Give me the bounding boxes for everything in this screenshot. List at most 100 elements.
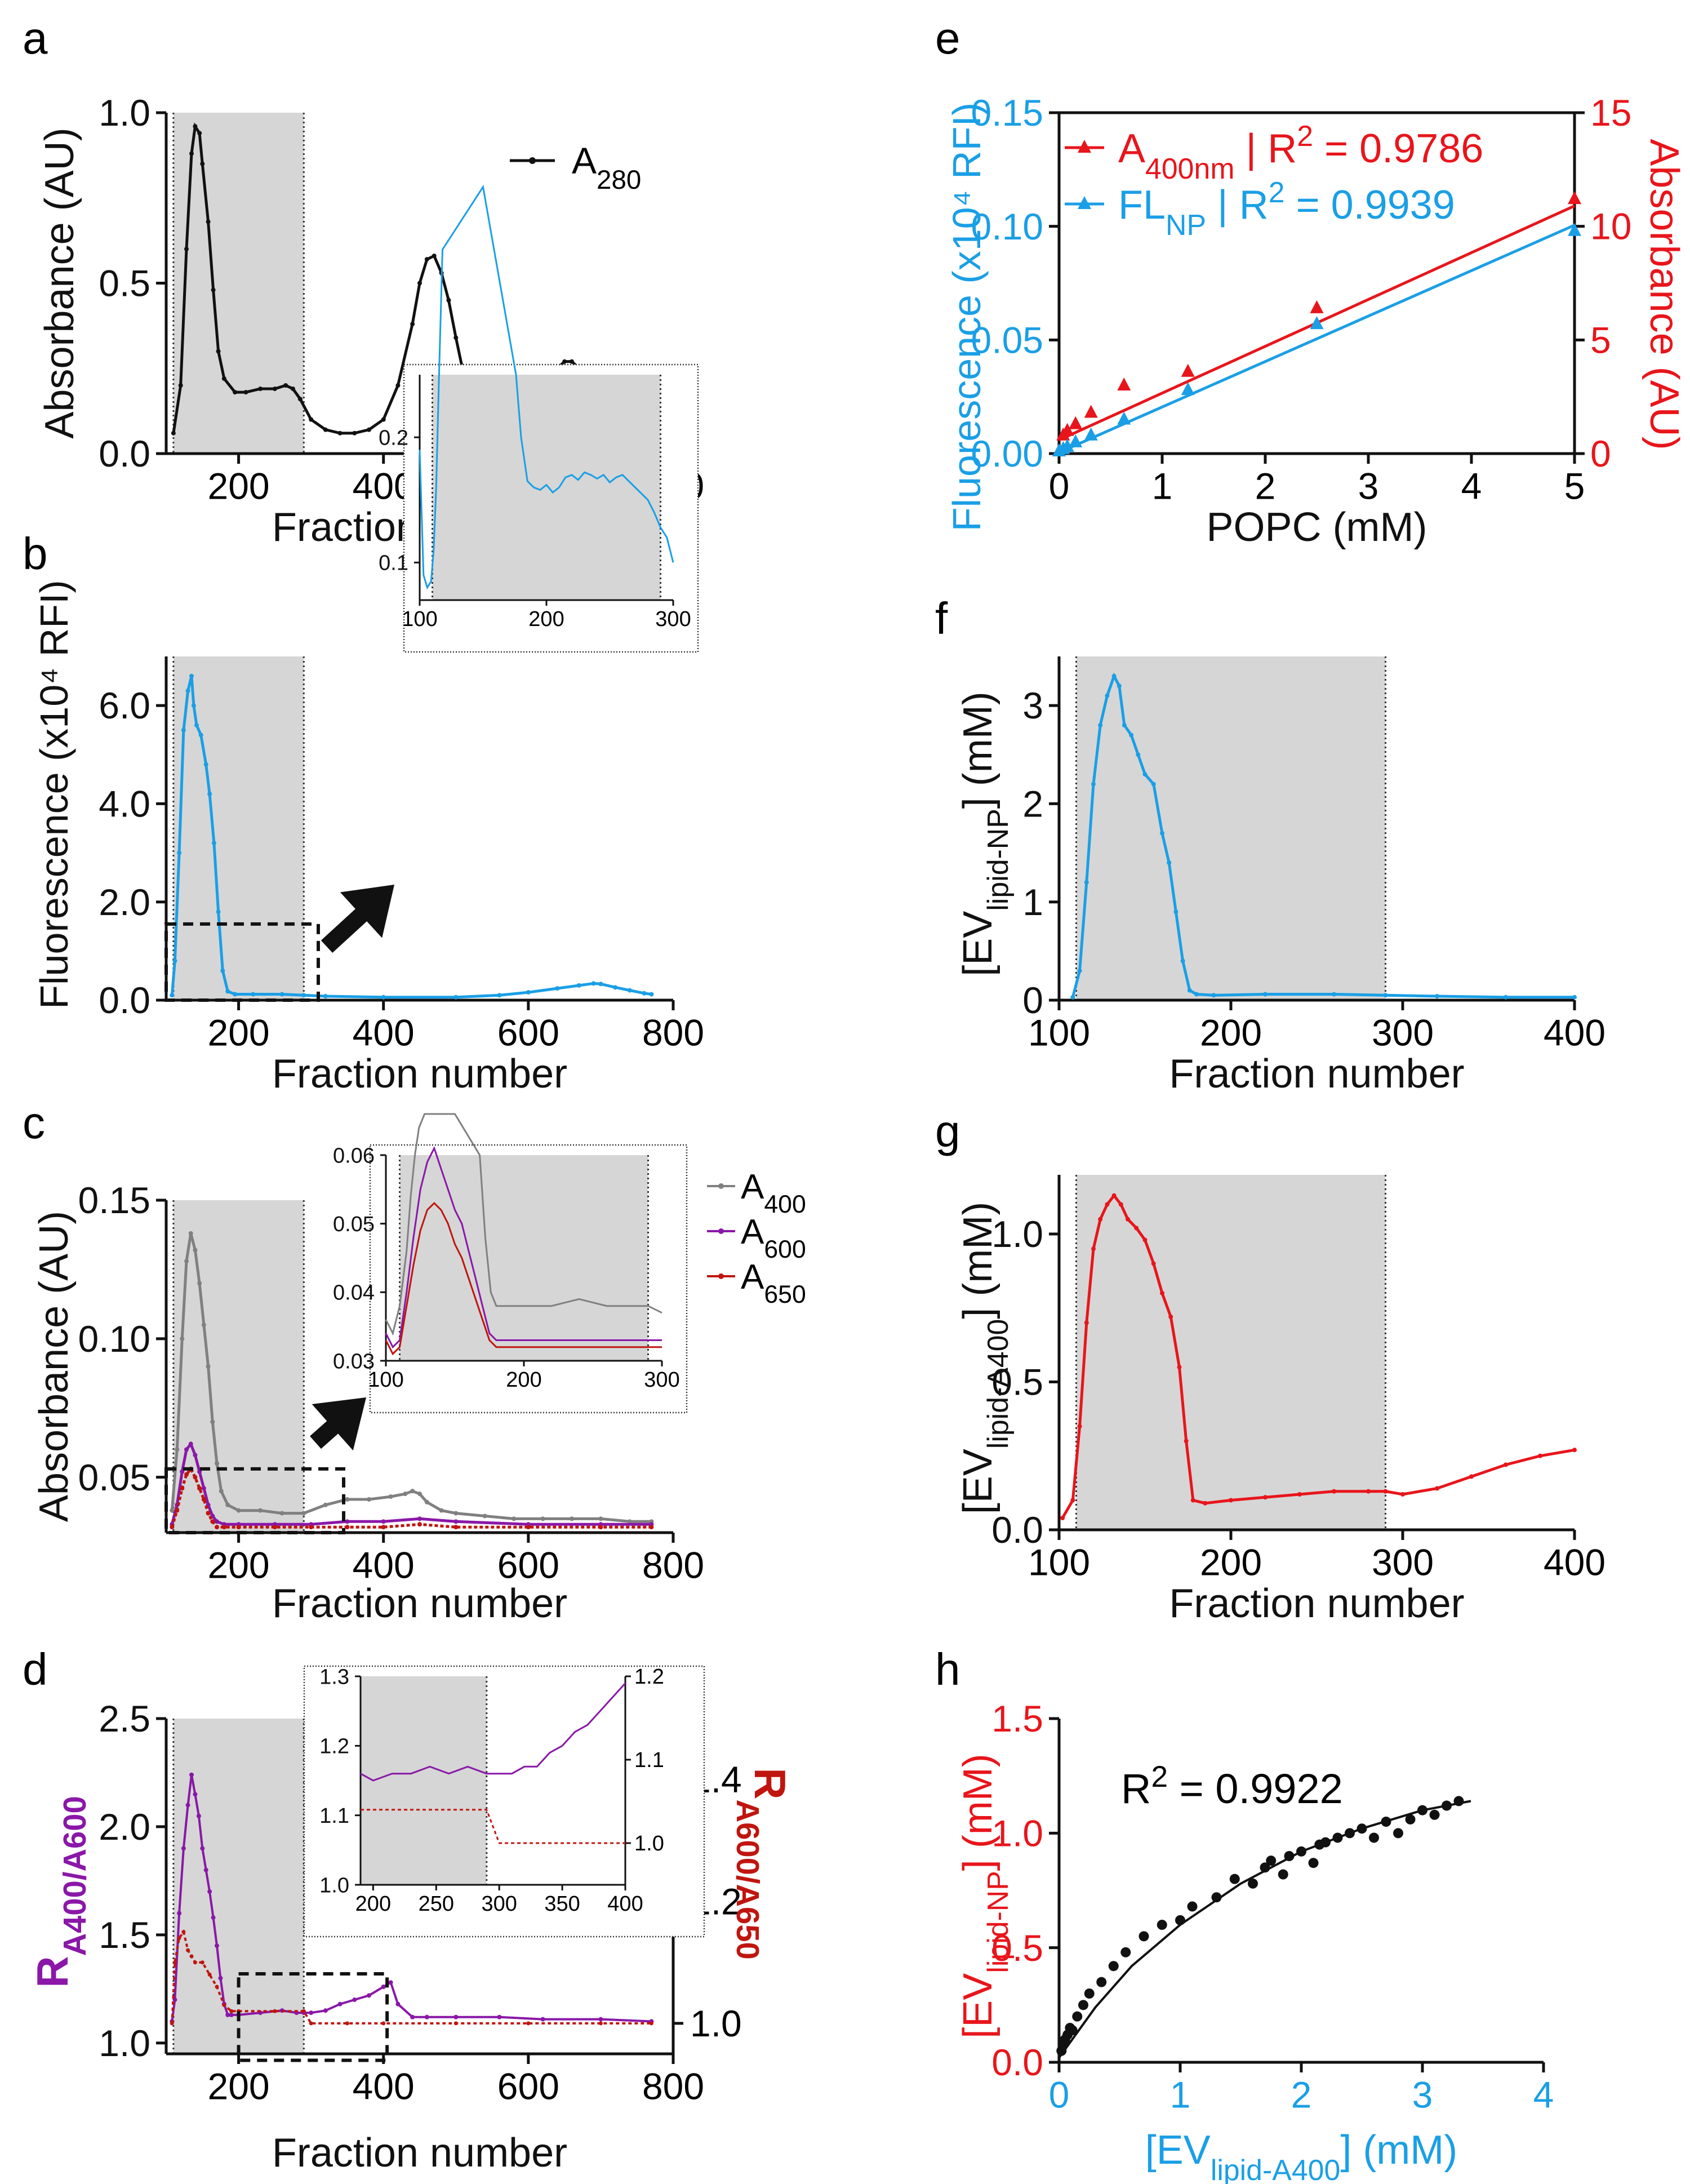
data-point: [1310, 300, 1324, 313]
data-point: [215, 1525, 219, 1530]
data-point: [1173, 909, 1178, 915]
data-point: [526, 1525, 531, 1530]
y-tick-label: 0.10: [78, 1318, 150, 1360]
data-point: [381, 995, 386, 1000]
legend-label: A650: [741, 1258, 806, 1308]
data-point: [576, 983, 581, 988]
data-point: [203, 1867, 208, 1872]
axis-title: RA400/A600: [28, 1796, 92, 1987]
label-part: [EV: [955, 911, 1000, 976]
data-point: [526, 990, 531, 995]
y-tick-label: 0.04: [333, 1281, 375, 1305]
legend-marker: [718, 1183, 724, 1189]
data-point: [193, 1248, 198, 1253]
data-point: [215, 1943, 219, 1948]
label-part: Absorbance (AU): [32, 1211, 77, 1522]
legend-a: A280: [510, 140, 641, 195]
data-point: [627, 988, 632, 993]
data-point: [297, 397, 303, 402]
x-tick-label: 4: [1461, 465, 1482, 507]
series-line-fluorescence: [170, 676, 652, 999]
data-point: [1077, 968, 1082, 973]
data-point: [1151, 782, 1156, 787]
y-tick-label: 0.0: [99, 433, 150, 474]
data-point: [424, 257, 429, 262]
data-point: [211, 841, 216, 846]
y-tick-label: 1.0: [99, 92, 150, 134]
axis-title: RA600/A650: [731, 1768, 795, 1959]
data-point: [1504, 995, 1508, 1000]
data-point: [446, 298, 451, 303]
data-point: [272, 1525, 277, 1530]
x-tick-label: 5: [1564, 465, 1585, 507]
data-point: [309, 417, 314, 422]
data-point: [1332, 1489, 1336, 1494]
label-part: R: [28, 1956, 77, 1987]
y-tick-label: 6.0: [99, 685, 150, 726]
data-point: [189, 673, 194, 678]
data-point: [229, 2009, 234, 2013]
x-tick-label: 800: [642, 1544, 704, 1586]
x-tick-label: 250: [419, 1892, 454, 1916]
legend-label: A280: [572, 140, 641, 195]
axis-title: Fluorescence (x10⁴ RFI): [32, 580, 76, 1009]
axis-title: Fraction number: [272, 1051, 567, 1097]
y-tick-label: 1.2: [319, 1735, 349, 1759]
x-tick-label: 200: [1200, 1012, 1262, 1054]
data-point: [210, 1419, 215, 1424]
x-tick-label: 400: [353, 1544, 415, 1586]
data-point: [177, 850, 182, 855]
data-point: [181, 1930, 186, 1934]
label-part: FL: [1118, 183, 1166, 228]
data-point: [381, 1525, 386, 1530]
data-point: [1168, 1315, 1173, 1319]
data-point: [403, 1491, 408, 1497]
data-point: [1538, 1453, 1542, 1458]
y-tick-label-right: 1.0: [690, 2003, 742, 2044]
data-point: [388, 1494, 393, 1499]
data-point: [395, 2001, 401, 2007]
data-point: [1098, 1217, 1103, 1222]
y-tick-label: 0.00: [971, 433, 1043, 474]
y-tick-label: 0.2: [379, 426, 408, 450]
inset-y-tick-label-right: 1.2: [634, 1665, 664, 1689]
data-point: [1211, 993, 1216, 998]
data-point: [453, 1525, 459, 1530]
data-point: [197, 1486, 202, 1491]
y-tick-label-right: 15: [1590, 92, 1631, 134]
data-point: [1098, 723, 1103, 727]
axis-title: Fraction number: [272, 1581, 567, 1626]
data-point: [1278, 1869, 1288, 1880]
data-point: [181, 727, 186, 733]
legend-label: FLNP | R2 = 0.9939: [1118, 176, 1455, 241]
y-tick-label: 2.0: [99, 881, 150, 923]
data-point: [1111, 673, 1117, 678]
data-point: [1184, 1439, 1189, 1444]
data-point: [221, 1525, 226, 1530]
data-point: [1060, 438, 1074, 452]
data-point: [410, 1489, 415, 1494]
x-tick-label: 300: [481, 1892, 517, 1916]
data-point: [1369, 1832, 1379, 1843]
y-tick-label: 0.5: [99, 263, 150, 304]
data-point: [175, 1508, 180, 1513]
legend-marker: [718, 1228, 724, 1234]
data-point: [1091, 782, 1096, 787]
data-point: [188, 1441, 193, 1446]
zoom-arrow-head: [312, 1397, 366, 1451]
data-point: [1060, 1516, 1065, 1520]
data-point: [301, 993, 306, 998]
data-point: [649, 1525, 654, 1530]
y-tick-label: 0.05: [333, 1213, 375, 1236]
data-point: [218, 1976, 223, 1981]
axis-title: POPC (mM): [1207, 505, 1427, 550]
label-part: A: [741, 1168, 764, 1206]
series-line-A400: [170, 1233, 652, 1523]
y-tick-label: 0.0: [99, 979, 150, 1021]
data-point: [177, 1936, 181, 1940]
label-part: ] (mM): [955, 1754, 1000, 1871]
data-point: [1568, 223, 1581, 236]
legend-marker: [529, 157, 536, 164]
label-part: [EV: [1145, 2128, 1211, 2173]
data-point: [222, 2003, 226, 2007]
